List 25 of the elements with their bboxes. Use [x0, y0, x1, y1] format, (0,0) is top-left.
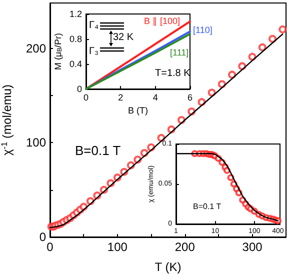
y-tick-label: 0.8: [69, 34, 82, 44]
annotation: B=0.1 T: [193, 202, 222, 211]
x-tick-label: 4: [152, 92, 158, 102]
y-tick-label: 0: [76, 84, 82, 94]
x-tick-label: 100: [107, 240, 128, 254]
annotation: Γ₃: [89, 46, 99, 57]
annotation: B=0.1 T: [75, 143, 121, 158]
y-tick-label: 1.2: [69, 9, 82, 19]
y-tick-label: 200: [26, 41, 46, 56]
series-label: [111]: [170, 48, 189, 58]
x-axis-title: T (K): [154, 260, 182, 274]
x-tick-label: 2: [118, 92, 124, 102]
x-tick-label: 6: [187, 92, 193, 102]
y-tick-label: 0.4: [69, 59, 82, 69]
annotation: T=1.8 K: [155, 68, 190, 79]
annotation: Γ₄: [89, 20, 99, 31]
y-tick-label: 100: [26, 136, 46, 150]
y-axis-title: χ-1 (mol/emu): [0, 84, 14, 156]
annotation: 32 K: [113, 32, 134, 43]
series-label: B ∥ [100]: [144, 16, 180, 26]
x-tick-label: 0: [83, 92, 89, 102]
x-tick-label: 300: [242, 240, 263, 254]
x-axis-title: B (T): [128, 106, 148, 116]
series-label: [110]: [193, 25, 212, 35]
x-tick-label: 200: [174, 240, 196, 254]
